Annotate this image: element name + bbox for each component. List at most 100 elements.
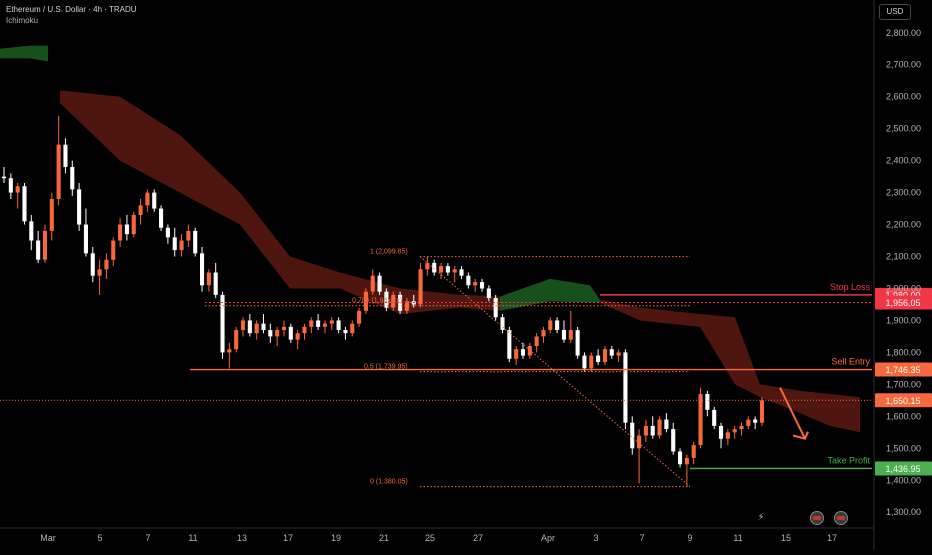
candle-body [514,349,519,359]
candle-body [759,400,765,423]
y-axis-tick: 2,700.00 [886,60,921,70]
candle-body [753,419,758,423]
x-axis-tick: 7 [145,533,150,543]
y-axis-tick: 2,200.00 [886,220,921,230]
candle-body [623,352,628,423]
x-axis-tick: 21 [379,533,389,543]
x-axis-tick: Mar [40,533,56,543]
candle-body [56,144,61,199]
y-axis-tick: 2,000.00 [886,283,921,293]
x-axis-tick: 27 [473,533,483,543]
event-flag-icon[interactable] [834,511,848,525]
candle-body [630,422,635,449]
candle-body [473,282,478,286]
candle-body [350,323,355,334]
candle-body [520,349,526,356]
candle-body [589,355,594,369]
candle-body [377,275,382,292]
candle-body [159,208,164,228]
candle-body [452,269,457,273]
candle-body [363,291,368,311]
level-label-stop-loss: Stop Loss [830,282,871,292]
candle-body [432,262,437,273]
fib-level-label: 1 (2,099.85) [370,249,408,256]
candle-body [90,253,95,276]
candle-body [705,393,710,410]
currency-button[interactable]: USD [879,4,911,20]
candle-body [637,435,642,449]
candle-body [596,355,601,362]
chart-title: Ethereum / U.S. Dollar · 4h · TRADU [6,5,137,14]
candle-body [582,355,587,369]
candle-body [568,330,573,340]
candle-body [302,326,307,334]
level-label-sell-entry: Sell Entry [831,357,870,367]
y-axis-tick: 2,300.00 [886,188,921,198]
candle-body [220,294,225,353]
candle-body [186,230,191,241]
x-axis-tick: 7 [639,533,644,543]
candle-body [254,323,259,334]
candle-body [179,240,184,251]
candle-body [548,320,553,331]
candle-body [111,240,116,260]
projection-arrow-head [792,431,809,440]
price-tag-text-take-profit: 1,436.95 [885,464,920,474]
candle-body [527,346,532,356]
candle-body [725,432,730,439]
price-tag-current [875,393,932,408]
candle-body [438,266,444,273]
candle-body [671,429,676,452]
x-axis-tick: 25 [425,533,435,543]
candle-body [466,275,471,286]
candle-body [691,445,696,458]
y-axis-tick: 1,900.00 [886,315,921,325]
x-axis-tick: 13 [237,533,247,543]
candle-body [261,323,266,331]
candle-body [391,294,396,308]
candle-body [247,320,252,334]
candle-body [281,326,287,331]
candle-body [404,301,409,311]
lightning-icon[interactable]: ⚡ [757,512,765,523]
candle-body [15,186,20,193]
event-flag-icon[interactable] [810,511,824,525]
candle-body [575,330,580,356]
candle-body [124,224,129,235]
y-axis-tick: 2,500.00 [886,124,921,134]
candle-body [616,352,621,356]
y-axis-tick: 1,400.00 [886,475,921,485]
candle-body [322,323,328,327]
candle-body [602,349,607,362]
level-label-take-profit: Take Profit [827,455,870,465]
x-axis-tick: 19 [331,533,341,543]
x-axis-tick: Apr [541,533,555,543]
x-axis-tick: 15 [781,533,791,543]
price-tag-take-profit [875,461,932,476]
price-tag-text-sell-entry: 1,746.35 [885,365,920,375]
y-axis-tick: 1,600.00 [886,411,921,421]
candle-body [370,275,375,292]
candle-body [49,198,54,231]
candle-body [493,298,498,318]
candle-body [657,419,662,436]
candle-body [29,221,34,241]
y-axis-tick: 1,700.00 [886,379,921,389]
price-tag-text-current: 1,650.15 [885,396,920,406]
candle-body [145,192,150,206]
candle-body [418,269,423,305]
candle-body [329,320,334,324]
candle-body [165,227,170,238]
candle-body [343,330,348,334]
candle-body [684,457,689,465]
candle-body [718,425,724,439]
candle-body [561,330,567,340]
indicator-label[interactable]: Ichimoku [6,16,39,25]
y-axis-tick: 1,800.00 [886,347,921,357]
price-tag-text-stop-loss: 1,980.00 [885,290,920,300]
ichimoku-cloud-bullish [0,45,48,62]
candle-body [97,269,102,276]
y-axis-tick: 1,300.00 [886,507,921,517]
